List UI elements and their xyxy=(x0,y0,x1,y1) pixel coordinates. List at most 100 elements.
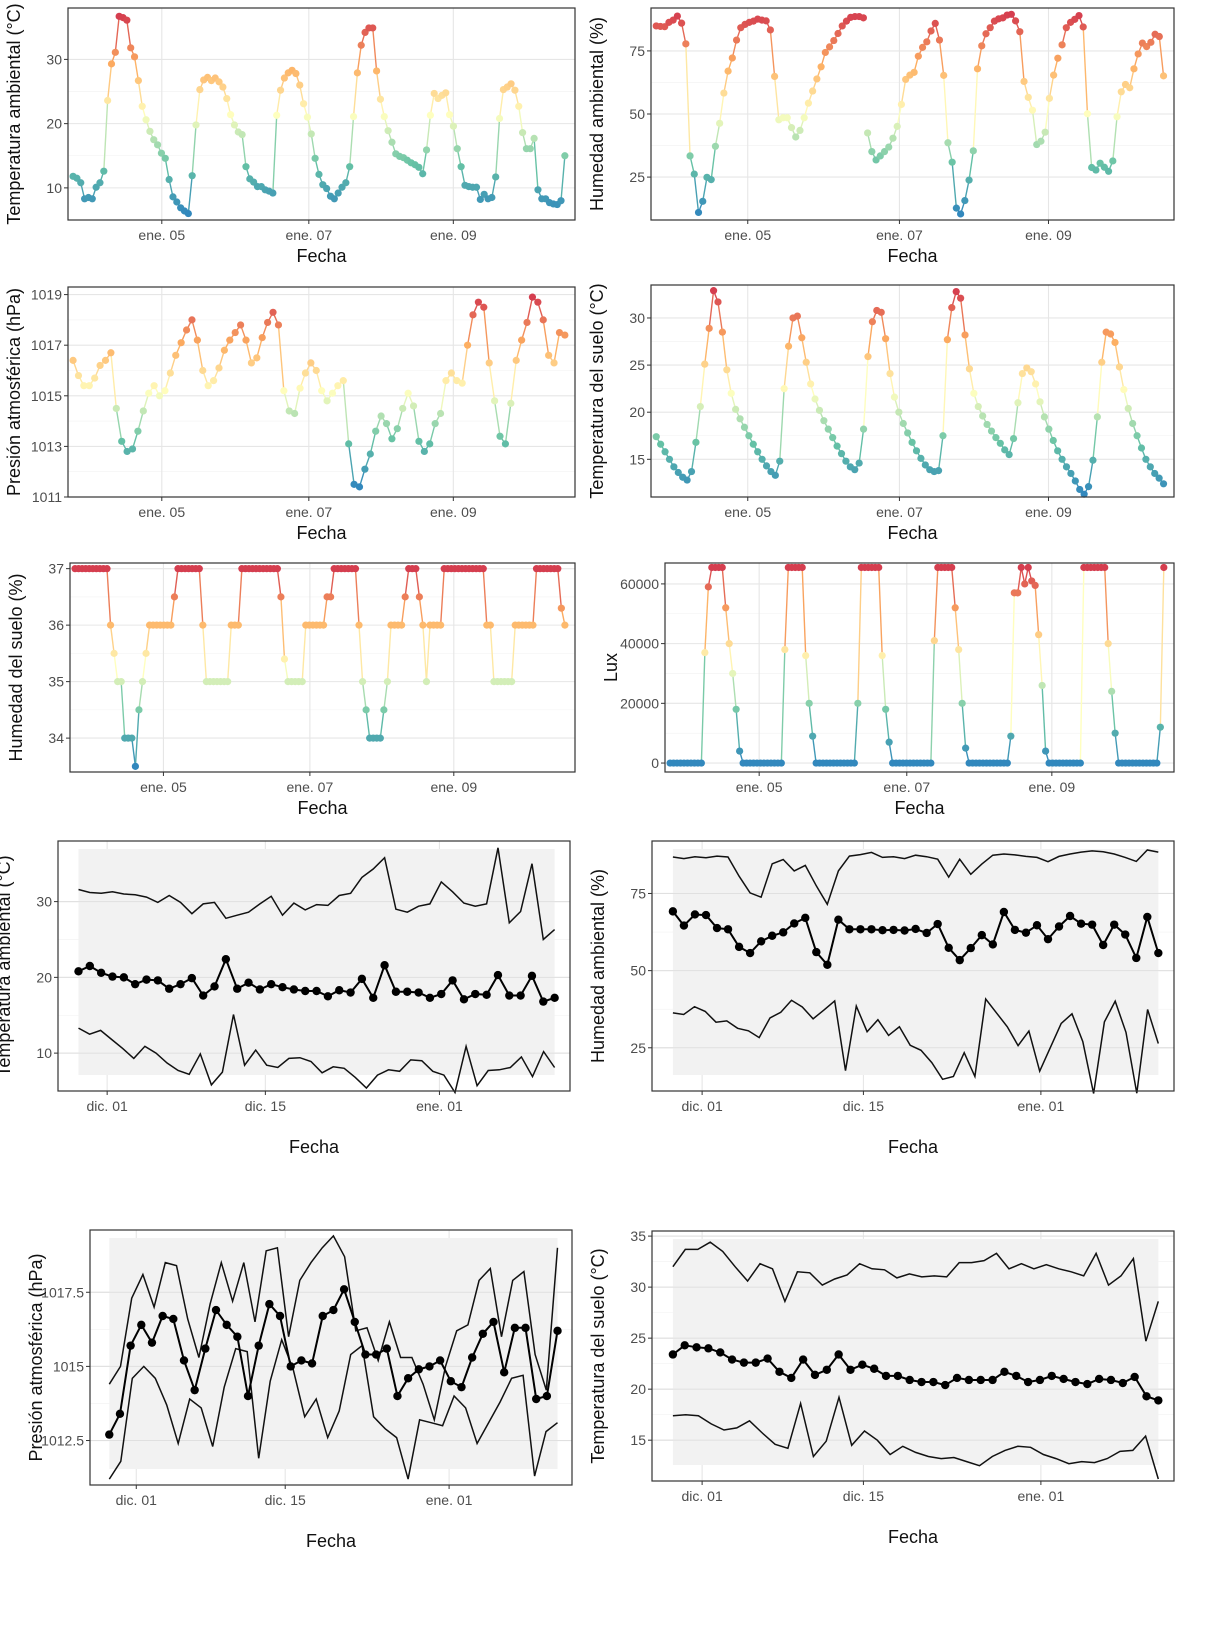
series-line-segment xyxy=(808,703,814,737)
data-point xyxy=(707,176,715,184)
data-point xyxy=(958,699,966,707)
data-point xyxy=(838,22,846,30)
data-point xyxy=(811,395,819,403)
data-point xyxy=(1020,77,1028,86)
data-point xyxy=(110,649,118,657)
plot-border xyxy=(650,7,1175,221)
x-tick-label: ene. 07 xyxy=(287,779,334,795)
data-point xyxy=(469,311,477,319)
data-point xyxy=(1014,589,1022,597)
range-band xyxy=(672,849,1159,1075)
series-line-segment xyxy=(202,625,208,682)
series-line-segment xyxy=(404,568,410,597)
y-tick-label: 60000 xyxy=(620,576,659,592)
mean-data-point xyxy=(539,997,548,1006)
series-line-segment xyxy=(1110,691,1116,734)
mean-data-point xyxy=(286,1362,295,1371)
series-line-segment xyxy=(693,173,700,213)
mean-data-point xyxy=(222,1320,231,1330)
min-series-line xyxy=(78,1014,556,1095)
data-point xyxy=(918,43,927,51)
data-point xyxy=(720,89,728,97)
data-point xyxy=(817,63,825,71)
data-point xyxy=(1028,106,1037,114)
data-point xyxy=(349,112,358,121)
y-tick-label: 35 xyxy=(630,1228,646,1244)
x-tick-label: ene. 09 xyxy=(1025,504,1072,520)
mean-data-point xyxy=(553,1326,562,1336)
data-point xyxy=(361,465,369,473)
data-point xyxy=(1142,455,1150,463)
data-point xyxy=(530,134,538,143)
series-line-segment xyxy=(1087,460,1094,487)
mean-data-point xyxy=(459,995,469,1004)
mean-data-point xyxy=(779,928,788,937)
data-point xyxy=(944,139,952,147)
data-point xyxy=(276,86,285,94)
data-point xyxy=(1098,358,1106,366)
data-point xyxy=(419,170,427,178)
data-point xyxy=(665,455,674,463)
data-point xyxy=(798,334,806,342)
data-point xyxy=(948,304,956,312)
data-point xyxy=(927,27,935,35)
data-point xyxy=(273,565,281,573)
data-point xyxy=(224,678,232,686)
mean-data-point xyxy=(988,1375,997,1385)
mean-data-point xyxy=(312,986,321,996)
data-point xyxy=(1003,759,1011,767)
x-tick-label: dic. 01 xyxy=(87,1098,128,1114)
data-point xyxy=(382,420,391,428)
data-point xyxy=(77,179,85,187)
plot-border xyxy=(57,840,571,1092)
data-point xyxy=(173,198,181,206)
y-tick-label: 34 xyxy=(48,730,64,746)
data-point xyxy=(736,747,744,755)
data-point xyxy=(948,158,956,166)
data-point xyxy=(299,100,308,108)
data-point xyxy=(1018,369,1026,378)
data-point xyxy=(404,389,412,397)
series-line-segment xyxy=(858,429,865,464)
mean-data-point xyxy=(130,979,140,989)
data-point xyxy=(661,448,669,456)
air-temperature-band-chart: 10 20 30 dic. 01 dic. 15 ene. 01 Fecha Temperat… xyxy=(0,840,571,1157)
mean-data-point xyxy=(680,1341,689,1350)
series-line-segment xyxy=(735,709,741,752)
data-point xyxy=(247,359,256,367)
y-axis-label: Temperatura del suelo (°C) xyxy=(587,283,607,498)
mean-data-point xyxy=(403,1374,413,1383)
series-line-segment xyxy=(439,380,447,414)
data-point xyxy=(355,621,363,629)
data-point xyxy=(1035,631,1043,639)
data-point xyxy=(965,365,974,373)
data-point xyxy=(196,85,204,94)
data-point xyxy=(557,197,565,205)
data-point xyxy=(188,172,196,180)
mean-data-point xyxy=(1118,1378,1128,1388)
data-point xyxy=(1062,463,1071,471)
series-line-segment xyxy=(961,703,967,749)
y-tick-label: 1017 xyxy=(31,337,62,353)
series-line-segment xyxy=(704,586,710,653)
series-line-segment xyxy=(488,362,496,401)
data-point xyxy=(430,89,438,98)
series-line-segment xyxy=(310,133,316,159)
y-tick-label: 25 xyxy=(630,1330,646,1346)
mean-data-point xyxy=(307,1359,317,1368)
data-point xyxy=(426,440,434,448)
mean-data-point xyxy=(1087,920,1097,929)
data-point xyxy=(718,563,726,572)
series-line-segment xyxy=(796,315,803,338)
data-point xyxy=(195,565,203,573)
mean-data-point xyxy=(712,923,722,933)
mean-data-point xyxy=(798,1355,808,1364)
mean-data-point xyxy=(1154,948,1163,958)
data-point xyxy=(854,699,862,707)
mean-data-point xyxy=(911,924,920,934)
data-point xyxy=(897,100,906,109)
series-line-segment xyxy=(1101,332,1107,363)
data-point xyxy=(1120,385,1128,394)
data-point xyxy=(303,113,312,121)
data-point xyxy=(912,447,921,455)
